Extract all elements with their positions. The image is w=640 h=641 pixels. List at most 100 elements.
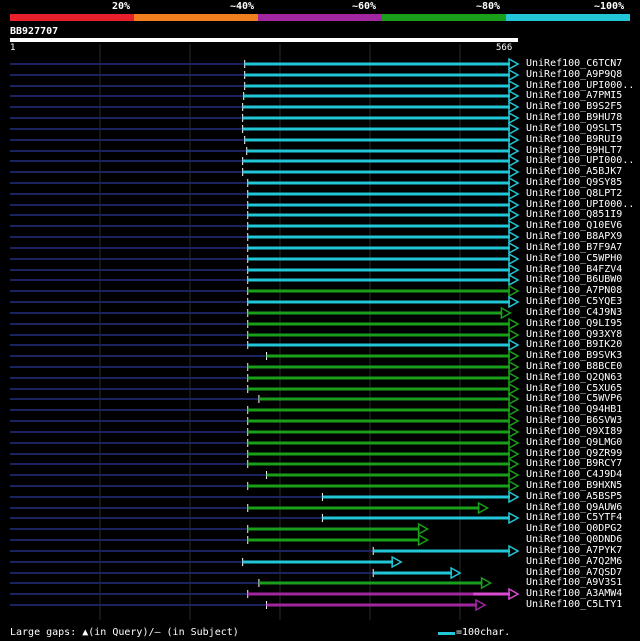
hit-label[interactable]: UniRef100_C5YQE3	[526, 296, 623, 307]
hit-label[interactable]: UniRef100_A9V3S1	[526, 577, 623, 588]
hit-row[interactable]	[10, 566, 462, 580]
hit-label[interactable]: UniRef100_C5XU65	[526, 383, 623, 394]
hit-row[interactable]	[10, 338, 520, 352]
hit-label[interactable]: UniRef100_C5WPH0	[526, 253, 623, 264]
hit-row[interactable]	[10, 252, 520, 266]
hit-row[interactable]	[10, 349, 520, 363]
hit-row[interactable]	[10, 328, 520, 342]
hit-row[interactable]	[10, 295, 520, 309]
hit-label[interactable]: UniRef100_A3AMW4	[526, 588, 623, 599]
hit-label[interactable]: UniRef100_B9IK20	[526, 339, 623, 350]
hit-row[interactable]	[10, 273, 520, 287]
hit-row[interactable]	[10, 457, 520, 471]
hit-row[interactable]	[10, 533, 430, 547]
hit-row[interactable]	[10, 208, 520, 222]
hit-label[interactable]: UniRef100_Q9LMG0	[526, 437, 623, 448]
hit-label[interactable]: UniRef100_C4J9N3	[526, 307, 623, 318]
hit-label[interactable]: UniRef100_A7Q2M6	[526, 556, 623, 567]
hit-row[interactable]	[10, 122, 520, 136]
hit-row[interactable]	[10, 544, 520, 558]
hit-label[interactable]: UniRef100_A7PMI5	[526, 90, 623, 101]
hit-row[interactable]	[10, 144, 520, 158]
hit-row[interactable]	[10, 230, 520, 244]
hit-label[interactable]: UniRef100_UPI000..	[526, 199, 635, 210]
hit-row[interactable]	[10, 468, 520, 482]
hit-row[interactable]	[10, 576, 493, 590]
hit-row[interactable]	[10, 165, 520, 179]
hit-row[interactable]	[10, 414, 520, 428]
hit-label[interactable]: UniRef100_Q9LI95	[526, 318, 623, 329]
hit-row[interactable]	[10, 479, 520, 493]
hit-label[interactable]: UniRef100_Q0DND6	[526, 534, 623, 545]
hit-label[interactable]: UniRef100_Q8LPT2	[526, 188, 623, 199]
hit-row[interactable]	[10, 317, 520, 331]
hit-label[interactable]: UniRef100_B6UBW0	[526, 274, 623, 285]
hit-label[interactable]: UniRef100_A5BJK7	[526, 166, 623, 177]
hit-label[interactable]: UniRef100_C5YTF4	[526, 512, 623, 523]
hit-row[interactable]	[10, 154, 520, 168]
hit-row[interactable]	[10, 89, 520, 103]
hit-row[interactable]	[10, 371, 520, 385]
hit-row[interactable]	[10, 100, 520, 114]
hit-row[interactable]	[10, 263, 520, 277]
hit-row[interactable]	[10, 425, 520, 439]
hit-label[interactable]: UniRef100_B6SVW3	[526, 415, 623, 426]
hit-label[interactable]: UniRef100_Q9SY85	[526, 177, 623, 188]
hit-row[interactable]	[10, 392, 520, 406]
hit-row[interactable]	[10, 436, 520, 450]
hit-row[interactable]	[10, 501, 490, 515]
hit-label[interactable]: UniRef100_Q93XY8	[526, 329, 623, 340]
hit-row[interactable]	[10, 587, 520, 601]
hit-label[interactable]: UniRef100_B9RCY7	[526, 458, 623, 469]
hit-label[interactable]: UniRef100_B9HXN5	[526, 480, 623, 491]
hit-row[interactable]	[10, 176, 520, 190]
hit-row[interactable]	[10, 306, 512, 320]
hit-row[interactable]	[10, 187, 520, 201]
hit-row[interactable]	[10, 555, 403, 569]
hit-row[interactable]	[10, 198, 520, 212]
hit-label[interactable]: UniRef100_UPI000..	[526, 155, 635, 166]
hit-row[interactable]	[10, 111, 520, 125]
hit-label[interactable]: UniRef100_C6TCN7	[526, 58, 623, 69]
hit-label[interactable]: UniRef100_B9HLT7	[526, 145, 623, 156]
hit-label[interactable]: UniRef100_Q0DPG2	[526, 523, 623, 534]
hit-row[interactable]	[10, 490, 520, 504]
hit-label[interactable]: UniRef100_B4FZV4	[526, 264, 623, 275]
hit-row[interactable]	[10, 133, 520, 147]
hit-label[interactable]: UniRef100_B9SVK3	[526, 350, 623, 361]
hit-row[interactable]	[10, 522, 430, 536]
hit-label[interactable]: UniRef100_B8APX9	[526, 231, 623, 242]
hit-label[interactable]: UniRef100_Q9ZR99	[526, 448, 623, 459]
hit-label[interactable]: UniRef100_C4J9D4	[526, 469, 623, 480]
hit-row[interactable]	[10, 79, 520, 93]
hit-label[interactable]: UniRef100_A7PN08	[526, 285, 623, 296]
hit-row[interactable]	[10, 598, 487, 612]
hit-label[interactable]: UniRef100_Q9XI89	[526, 426, 623, 437]
hit-row[interactable]	[10, 68, 520, 82]
hit-row[interactable]	[10, 57, 520, 71]
hit-label[interactable]: UniRef100_A7PYK7	[526, 545, 623, 556]
hit-label[interactable]: UniRef100_Q851I9	[526, 209, 623, 220]
hit-label[interactable]: UniRef100_Q9AUW6	[526, 502, 623, 513]
hit-label[interactable]: UniRef100_Q94HB1	[526, 404, 623, 415]
hit-label[interactable]: UniRef100_UPI000..	[526, 80, 635, 91]
hit-label[interactable]: UniRef100_A5BSP5	[526, 491, 623, 502]
hit-row[interactable]	[10, 284, 520, 298]
hit-row[interactable]	[10, 219, 520, 233]
hit-row[interactable]	[10, 241, 520, 255]
hit-row[interactable]	[10, 360, 520, 374]
hit-label[interactable]: UniRef100_B8BCE0	[526, 361, 623, 372]
hit-row[interactable]	[10, 511, 520, 525]
hit-label[interactable]: UniRef100_B9RUI9	[526, 134, 623, 145]
hit-label[interactable]: UniRef100_B7F9A7	[526, 242, 623, 253]
hit-row[interactable]	[10, 382, 520, 396]
hit-label[interactable]: UniRef100_C5LTY1	[526, 599, 623, 610]
hit-row[interactable]	[10, 447, 520, 461]
hit-label[interactable]: UniRef100_B9HU78	[526, 112, 623, 123]
hit-label[interactable]: UniRef100_Q10EV6	[526, 220, 623, 231]
hit-label[interactable]: UniRef100_A7QSD7	[526, 567, 623, 578]
hit-label[interactable]: UniRef100_B9S2F5	[526, 101, 623, 112]
hit-label[interactable]: UniRef100_Q2QN63	[526, 372, 623, 383]
hit-row[interactable]	[10, 403, 520, 417]
hit-label[interactable]: UniRef100_C5WVP6	[526, 393, 623, 404]
